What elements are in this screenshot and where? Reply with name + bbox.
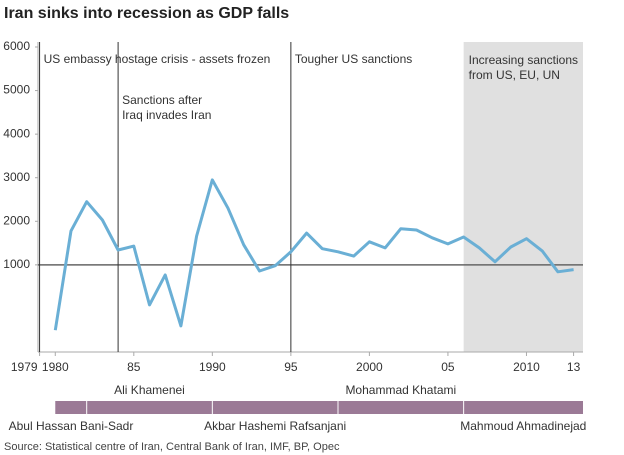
event-label: Sanctions after	[122, 93, 202, 107]
chart-title: Iran sinks into recession as GDP falls	[4, 5, 289, 22]
leader-term	[463, 401, 583, 414]
x-tick-label: 05	[441, 360, 455, 374]
shaded-label: Increasing sanctions	[469, 53, 578, 67]
x-tick-label: 85	[127, 360, 141, 374]
shaded-region	[463, 42, 583, 352]
y-tick-label: 1000	[3, 257, 30, 271]
x-tick-label: 1980	[42, 360, 69, 374]
gdp-line	[53, 178, 574, 331]
y-tick-label: 4000	[3, 126, 30, 140]
leader-name: Akbar Hashemi Rafsanjani	[204, 419, 346, 433]
y-tick-label: 5000	[3, 83, 30, 97]
x-tick-label: 1990	[199, 360, 226, 374]
shaded-label: from US, EU, UN	[469, 68, 560, 82]
leader-term	[212, 401, 338, 414]
y-tick-label: 2000	[3, 213, 30, 227]
leader-term	[86, 401, 213, 414]
x-tick-label: 2010	[513, 360, 540, 374]
event-label: Tougher US sanctions	[295, 52, 412, 66]
event-label: Iraq invades Iran	[122, 108, 211, 122]
source: Source: Statistical centre of Iran, Cent…	[4, 441, 340, 453]
leader-name: Ali Khamenei	[114, 383, 185, 397]
x-tick-label: 13	[567, 360, 581, 374]
leader-term	[337, 401, 464, 414]
x-tick-label: 2000	[356, 360, 383, 374]
y-tick-label: 6000	[3, 39, 30, 53]
y-tick-label: 3000	[3, 170, 30, 184]
leader-name: Abul Hassan Bani-Sadr	[9, 419, 134, 433]
leader-name: Mohammad Khatami	[345, 383, 456, 397]
event-label: US embassy hostage crisis - assets froze…	[44, 52, 271, 66]
x-tick-label: 1979	[11, 360, 38, 374]
x-tick-label: 95	[284, 360, 298, 374]
leader-term	[55, 401, 87, 414]
leader-name: Mahmoud Ahmadinejad	[460, 419, 586, 433]
